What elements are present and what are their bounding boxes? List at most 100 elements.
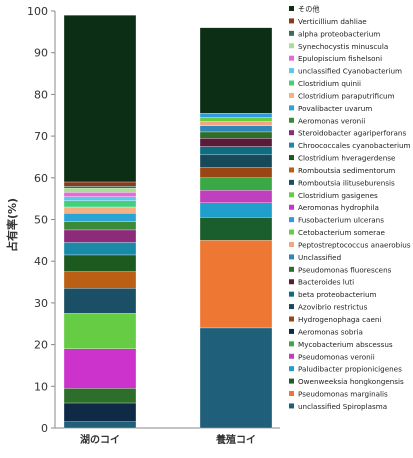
legend-label: Mycobacterium abscessus	[298, 340, 393, 349]
legend-swatch	[289, 254, 294, 260]
bar-segment	[199, 327, 273, 429]
bar-segment	[199, 154, 273, 168]
legend-swatch	[289, 117, 294, 123]
axes: 0 10 20 30 40 50 60 70 80 90 100	[27, 5, 280, 435]
legend-swatch	[289, 366, 294, 372]
legend-swatch	[289, 229, 294, 235]
legend-label: Romboutsia ilituseburensis	[298, 178, 395, 187]
legend-swatch	[289, 167, 294, 173]
bar-segment	[63, 229, 137, 243]
legend-swatch	[289, 341, 294, 347]
legend-swatch	[289, 80, 294, 86]
legend-label: Chroococcales cyanobacterium	[298, 141, 411, 150]
legend-swatch	[289, 328, 294, 334]
bar-segment	[63, 402, 137, 422]
bar-segment	[63, 348, 137, 389]
bar-segment	[199, 138, 273, 147]
y-tick-label: 50	[34, 214, 48, 227]
legend-label: Romboutsia sedimentorum	[298, 166, 395, 175]
legend-label: Clostridium paraputrificum	[298, 91, 395, 100]
legend-swatch	[289, 403, 294, 409]
bar-segment	[63, 206, 137, 214]
legend-label: Clostridium gasigenes	[298, 191, 378, 200]
bars: 湖のコイ 養殖コイ	[63, 15, 273, 446]
y-tick-label: 20	[34, 339, 48, 352]
legend-swatch	[289, 155, 294, 161]
legend-label: Clostridium quinii	[298, 79, 361, 88]
legend-swatch	[289, 105, 294, 111]
bar-segment	[63, 188, 137, 193]
legend-swatch	[289, 92, 294, 98]
legend-swatch	[289, 378, 294, 384]
bar-segment	[63, 181, 137, 187]
bar-segment	[63, 196, 137, 201]
legend-swatch	[289, 18, 294, 24]
y-tick-label: 70	[34, 130, 48, 143]
bar-segment	[63, 254, 137, 272]
bar-segment	[63, 213, 137, 222]
legend-label: その他	[298, 5, 320, 14]
bar-segment	[63, 15, 137, 183]
y-tick-label: 90	[34, 47, 48, 60]
legend-swatch	[289, 217, 294, 223]
legend-label: Pseudomonas marginalis	[298, 390, 388, 399]
y-tick-label: 80	[34, 88, 48, 101]
legend-swatch	[289, 55, 294, 61]
bar-segment	[63, 200, 137, 208]
bar-segment	[199, 113, 273, 118]
bar-segment	[199, 121, 273, 126]
bar-segment	[199, 190, 273, 203]
legend-label: Cetobacterium somerae	[298, 228, 386, 237]
legend-label: Aeromonas sobria	[298, 327, 363, 336]
legend-label: Pseudomonas fluorescens	[298, 265, 392, 274]
bar-segment	[63, 242, 137, 256]
bar-segment	[63, 185, 137, 189]
legend-swatch	[289, 142, 294, 148]
legend-label: Aeromonas veronii	[298, 116, 365, 125]
y-tick-label: 60	[34, 172, 48, 185]
bar-segment	[199, 131, 273, 139]
legend-label: Verticillium dahliae	[298, 17, 367, 26]
y-tick-label: 40	[34, 255, 48, 268]
bar-segment	[199, 125, 273, 133]
bar-segment	[63, 192, 137, 197]
bar-segment	[63, 271, 137, 289]
bar-segment	[199, 202, 273, 218]
legend-label: unclassified Spiroplasma	[298, 402, 387, 411]
legend-label: Clostridium hveragerdense	[298, 154, 396, 163]
bar-segment	[63, 388, 137, 404]
x-tick-label: 養殖コイ	[215, 433, 256, 446]
legend-swatch	[289, 279, 294, 285]
legend-swatch	[289, 291, 294, 297]
bar-segment	[63, 221, 137, 231]
x-tick-label: 湖のコイ	[80, 433, 120, 446]
legend: その他 Verticillium dahliae alpha proteobacte…	[289, 5, 411, 411]
legend-swatch	[289, 316, 294, 322]
bar-segment	[63, 288, 137, 314]
legend-label: Paludibacter propionicigenes	[298, 365, 402, 374]
legend-label: Azovibrio restrictus	[298, 303, 368, 312]
legend-label: Peptostreptococcus anaerobius	[298, 240, 411, 249]
y-tick-label: 10	[34, 380, 48, 393]
legend-label: Hydrogenophaga caeni	[298, 315, 381, 324]
legend-label: Aeromonas hydrophila	[298, 203, 379, 212]
legend-label: Steroidobacter agariperforans	[298, 129, 406, 138]
legend-swatch	[289, 304, 294, 310]
legend-swatch	[289, 6, 294, 11]
legend-swatch	[289, 192, 294, 198]
legend-swatch	[289, 179, 294, 185]
bar-segment	[199, 240, 273, 329]
legend-label: Epulopiscium fishelsoni	[298, 54, 382, 63]
legend-swatch	[289, 68, 294, 74]
legend-swatch	[289, 130, 294, 136]
bar-segment	[199, 27, 273, 114]
bar-segment	[63, 421, 137, 429]
legend-label: unclassified Cyanobacterium	[298, 67, 402, 76]
bar-segment	[199, 167, 273, 178]
legend-swatch	[289, 30, 294, 36]
legend-swatch	[289, 43, 294, 49]
legend-swatch	[289, 353, 294, 359]
legend-label: beta proteobacterium	[298, 290, 377, 299]
legend-label: Fusobacterium ulcerans	[298, 216, 384, 225]
